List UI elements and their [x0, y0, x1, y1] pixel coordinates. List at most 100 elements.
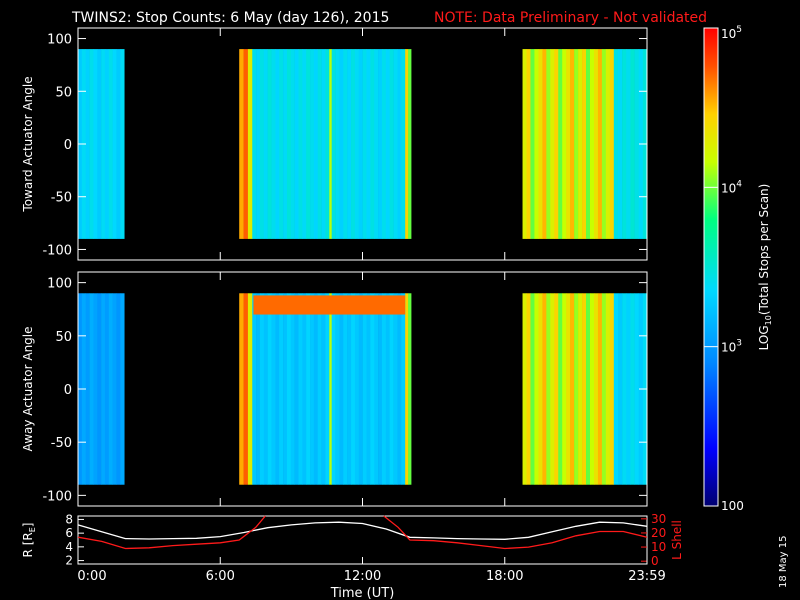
heatmap-cell: [108, 293, 113, 485]
heatmap-cell: [550, 293, 555, 485]
heatmap-cell: [335, 49, 340, 239]
x-tick-label: 0:00: [77, 569, 106, 584]
heatmap-cell: [298, 293, 303, 485]
heatmap-cell: [256, 49, 261, 239]
heatmap-cell: [271, 49, 276, 239]
y-tick-label: 0: [64, 138, 72, 153]
y-tick-label: 100: [47, 277, 72, 292]
heatmap-cell: [283, 293, 288, 485]
colorbar-tick-label: 104: [721, 179, 742, 195]
heatmap-cell: [593, 49, 599, 239]
heatmap-cell: [401, 49, 406, 239]
heatmap-cell: [239, 49, 244, 239]
heatmap-cell: [381, 49, 387, 239]
x-tick-label: 18:00: [486, 569, 523, 584]
heatmap-cell: [378, 49, 383, 239]
y-tick-label: 8: [65, 512, 73, 526]
heatmap-cell: [243, 293, 249, 485]
heatmap-cell: [566, 293, 571, 485]
heatmap-cell: [306, 293, 311, 485]
heatmap-cell: [97, 49, 102, 239]
heatmap-cell: [374, 293, 379, 485]
heatmap-cell: [366, 49, 371, 239]
heatmap-cell: [286, 293, 292, 485]
colorbar-label: LOG10(Total Stops per Scan): [757, 184, 773, 351]
heatmap-cell: [397, 293, 402, 485]
heatmap-cell: [294, 49, 299, 239]
heatmap-cell: [393, 49, 398, 239]
heatmap-cell: [609, 293, 615, 485]
heatmap-cell: [313, 49, 319, 239]
heatmap-cell: [530, 49, 535, 239]
colorbar-panel: 100 103 104 105 LOG10(Total Stops per Scan): [703, 25, 773, 513]
heatmap-cell: [104, 49, 110, 239]
y-axis-label: Toward Actuator Angle: [21, 76, 35, 212]
heatmap-cell: [108, 49, 113, 239]
heatmap-cell: [317, 293, 322, 485]
heatmap-cell: [343, 293, 348, 485]
heatmap-cell: [617, 293, 623, 485]
heatmap-cell: [574, 49, 579, 239]
heatmap-cell: [570, 293, 575, 485]
heatmap-cell: [89, 49, 94, 239]
heatmap-cell: [294, 293, 299, 485]
y-axis-label: R [RE]: [21, 523, 37, 558]
heatmap-cell: [566, 49, 571, 239]
heatmap-cell: [101, 293, 106, 485]
heatmap-cell: [279, 293, 284, 485]
figure-title: TWINS2: Stop Counts: 6 May (day 126), 20…: [71, 10, 389, 26]
heatmap-cell: [526, 293, 531, 485]
heatmap-cell: [120, 293, 125, 485]
heatmap-cell: [339, 293, 344, 485]
heatmap-cell: [112, 49, 117, 239]
heatmap-cell: [530, 293, 535, 485]
heatmap-cell: [562, 293, 567, 485]
heatmap-cell: [405, 293, 409, 485]
heatmap-cell: [397, 49, 402, 239]
heatmap-cell: [271, 293, 276, 485]
heatmap-cell: [597, 49, 603, 239]
heatmap-cell: [354, 49, 360, 239]
x-tick-label: 6:00: [206, 569, 235, 584]
heatmap-cell: [286, 49, 292, 239]
heatmap-cell: [626, 49, 631, 239]
y-tick-label: 50: [55, 85, 72, 100]
y-tick-label: 0: [64, 383, 72, 398]
heatmap-cell: [617, 49, 623, 239]
heatmap-cell: [347, 49, 352, 239]
heatmap-cell: [534, 49, 539, 239]
heatmap-cell: [370, 49, 375, 239]
heatmap-cell: [362, 293, 367, 485]
heatmap-cell: [358, 49, 363, 239]
heatmap-cell: [586, 293, 591, 485]
y-tick-label: -50: [51, 436, 72, 451]
heatmap-cell: [335, 293, 340, 485]
x-tick-label: 23:59: [628, 569, 665, 584]
heatmap-cell: [385, 49, 391, 239]
heatmap-cell: [275, 293, 280, 485]
heatmap-cell: [562, 49, 567, 239]
heatmap-cell: [626, 293, 631, 485]
y2-axis-label: L Shell: [670, 520, 684, 560]
heatmap-cell: [351, 49, 356, 239]
heatmap-cell: [401, 293, 406, 485]
heatmap-cell: [601, 293, 607, 485]
heatmap-cell: [613, 49, 619, 239]
heatmap-cell: [256, 293, 261, 485]
x-tick-label: 12:00: [344, 569, 381, 584]
heatmap-cell: [554, 293, 559, 485]
heatmap-cell: [408, 49, 412, 239]
preliminary-note: NOTE: Data Preliminary - Not validated: [434, 10, 707, 26]
heatmap-cell: [622, 293, 627, 485]
heatmap-cell: [609, 49, 615, 239]
heatmap-cell: [538, 293, 543, 485]
heatmap-cell: [302, 49, 307, 239]
heatmap-cell: [622, 49, 627, 239]
heatmap-cell: [329, 293, 332, 485]
heatmap-cell: [313, 293, 319, 485]
heatmap-cell: [582, 49, 587, 239]
heatmap-cell: [570, 49, 575, 239]
heatmap-cell: [542, 49, 547, 239]
